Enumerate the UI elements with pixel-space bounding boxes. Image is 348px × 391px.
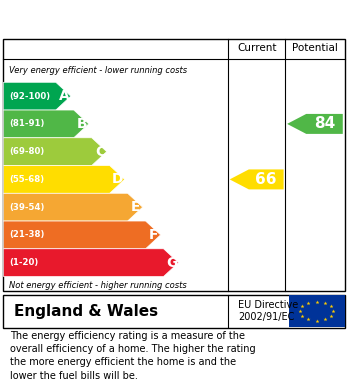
Polygon shape: [3, 138, 107, 165]
Text: Potential: Potential: [292, 43, 338, 52]
Polygon shape: [3, 193, 143, 221]
Polygon shape: [230, 169, 284, 189]
Polygon shape: [3, 221, 160, 249]
Polygon shape: [3, 110, 89, 138]
Text: England & Wales: England & Wales: [14, 304, 158, 319]
Text: (55-68): (55-68): [10, 175, 45, 184]
Text: The energy efficiency rating is a measure of the
overall efficiency of a home. T: The energy efficiency rating is a measur…: [10, 331, 256, 381]
Text: D: D: [112, 172, 124, 187]
Text: Current: Current: [237, 43, 276, 52]
Polygon shape: [3, 82, 71, 110]
Text: Very energy efficient - lower running costs: Very energy efficient - lower running co…: [9, 66, 187, 75]
Text: A: A: [59, 89, 70, 103]
Text: Not energy efficient - higher running costs: Not energy efficient - higher running co…: [9, 281, 187, 290]
Polygon shape: [3, 165, 125, 193]
Bar: [289, 296, 345, 327]
Text: EU Directive
2002/91/EC: EU Directive 2002/91/EC: [238, 300, 299, 323]
Text: (1-20): (1-20): [10, 258, 39, 267]
Text: G: G: [166, 256, 177, 270]
Text: (92-100): (92-100): [10, 91, 51, 100]
Text: (81-91): (81-91): [10, 119, 45, 128]
Polygon shape: [287, 114, 343, 134]
Text: (21-38): (21-38): [10, 230, 45, 239]
Text: (69-80): (69-80): [10, 147, 45, 156]
Text: B: B: [77, 117, 87, 131]
Text: (39-54): (39-54): [10, 203, 45, 212]
Text: F: F: [149, 228, 159, 242]
Text: 66: 66: [255, 172, 277, 187]
Text: Energy Efficiency Rating: Energy Efficiency Rating: [10, 9, 239, 27]
Polygon shape: [3, 249, 179, 276]
Text: 84: 84: [314, 117, 335, 131]
Text: C: C: [95, 145, 105, 159]
Text: E: E: [131, 200, 141, 214]
